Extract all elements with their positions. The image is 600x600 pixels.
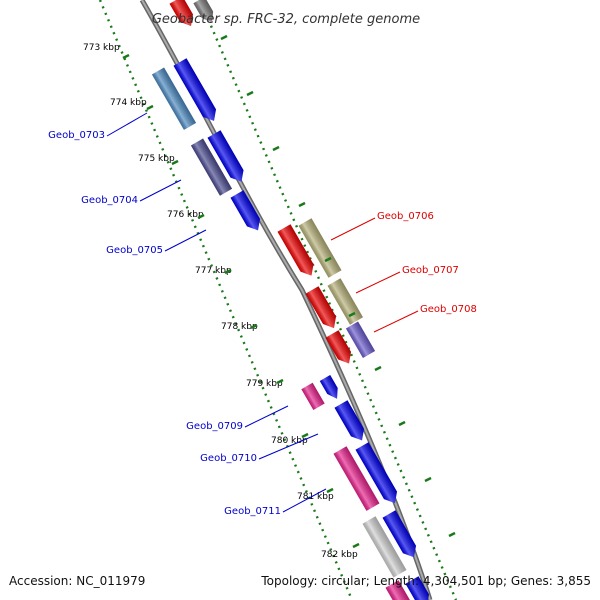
tick-mark: [326, 487, 334, 494]
gene-geob-0703: [151, 67, 197, 130]
tick-label-774-kbp: 774 kbp: [110, 98, 147, 108]
tick-mark: [348, 311, 356, 318]
gene-geob-0711: [333, 446, 380, 511]
tick-mark: [352, 542, 360, 549]
tick-mark: [224, 268, 232, 275]
gene-label-geob-0711: Geob_0711: [224, 506, 281, 517]
tick-mark: [448, 531, 456, 538]
gene-label-geob-0707: Geob_0707: [402, 265, 459, 276]
kbp-ticks: 773 kbp 774 kbp 775 kbp 776 kbp 777 kbp 778 k…: [83, 34, 456, 560]
gene-blue-4: [355, 442, 397, 504]
gene-blue-2: [207, 130, 244, 182]
gene-blue-1: [173, 58, 216, 121]
gene-labels: Geob_0703 Geob_0704 Geob_0705 Geob_0706 Geob…: [48, 112, 477, 517]
tick-mark: [272, 145, 280, 152]
gene-blue-bottom: [405, 576, 429, 600]
gene-geob-0710: [334, 400, 364, 441]
gene-label-geob-0705: Geob_0705: [106, 245, 163, 256]
tick-label-773-kbp: 773 kbp: [83, 43, 120, 53]
gene-blue-5: [382, 510, 416, 558]
tick-mark: [301, 432, 309, 439]
gene-track: [151, 0, 429, 600]
gene-leader-line: [355, 271, 401, 294]
tick-mark: [197, 213, 205, 220]
gene-label-geob-0708: Geob_0708: [420, 304, 477, 315]
gene-leader-line: [244, 405, 289, 428]
tick-mark: [250, 323, 258, 330]
tick-mark: [246, 90, 254, 97]
tick-label-780-kbp: 780 kbp: [271, 436, 308, 446]
tick-label-776-kbp: 776 kbp: [167, 210, 204, 220]
tick-mark: [220, 34, 228, 41]
gene-blue-3: [319, 375, 338, 399]
tick-label-778-kbp: 778 kbp: [221, 322, 258, 332]
gene-leader-line: [373, 310, 419, 333]
gene-geob-0706-red: [277, 224, 314, 276]
gene-leader-line: [106, 112, 148, 137]
gene-red-top: [169, 0, 193, 26]
tick-label-782-kbp: 782 kbp: [321, 550, 358, 560]
tick-mark: [276, 378, 284, 385]
tick-mark: [398, 420, 406, 427]
gene-gray-top: [193, 0, 214, 23]
gene-label-geob-0710: Geob_0710: [200, 453, 257, 464]
gene-leader-line: [330, 217, 376, 241]
gene-geob-0705: [230, 190, 260, 231]
gene-geob-0704: [190, 138, 233, 196]
gene-geob-0707-red: [305, 286, 336, 329]
gene-label-geob-0704: Geob_0704: [81, 195, 138, 206]
tick-mark: [324, 256, 332, 263]
tick-label-781-kbp: 781 kbp: [297, 492, 334, 502]
tick-mark: [298, 201, 306, 208]
tick-mark: [146, 104, 154, 111]
tick-label-779-kbp: 779 kbp: [246, 379, 283, 389]
tick-mark: [424, 476, 432, 483]
tick-label-777-kbp: 777 kbp: [195, 266, 232, 276]
gene-geob-0709: [301, 382, 325, 411]
gene-magenta-bottom: [385, 580, 414, 600]
accession-text: Accession: NC_011979: [9, 574, 146, 588]
gene-gray-1: [362, 516, 407, 578]
gene-leader-line: [282, 488, 327, 513]
gene-label-geob-0703: Geob_0703: [48, 130, 105, 141]
gene-label-geob-0706: Geob_0706: [377, 211, 434, 222]
gene-label-geob-0709: Geob_0709: [186, 421, 243, 432]
tick-label-775-kbp: 775 kbp: [138, 154, 175, 164]
tick-mark: [171, 159, 179, 166]
map-title: Geobacter sp. FRC-32, complete genome: [152, 12, 420, 27]
gene-leader-line: [258, 433, 319, 460]
gene-leader-line: [164, 229, 207, 252]
gene-geob-0706: [298, 218, 342, 278]
tick-mark: [122, 53, 130, 60]
gene-geob-0708: [345, 321, 376, 358]
tick-mark: [374, 365, 382, 372]
topology-text: Topology: circular; Length: 4,304,501 bp…: [261, 574, 591, 588]
gene-leader-line: [139, 179, 182, 202]
gene-geob-0708-red: [325, 330, 351, 364]
